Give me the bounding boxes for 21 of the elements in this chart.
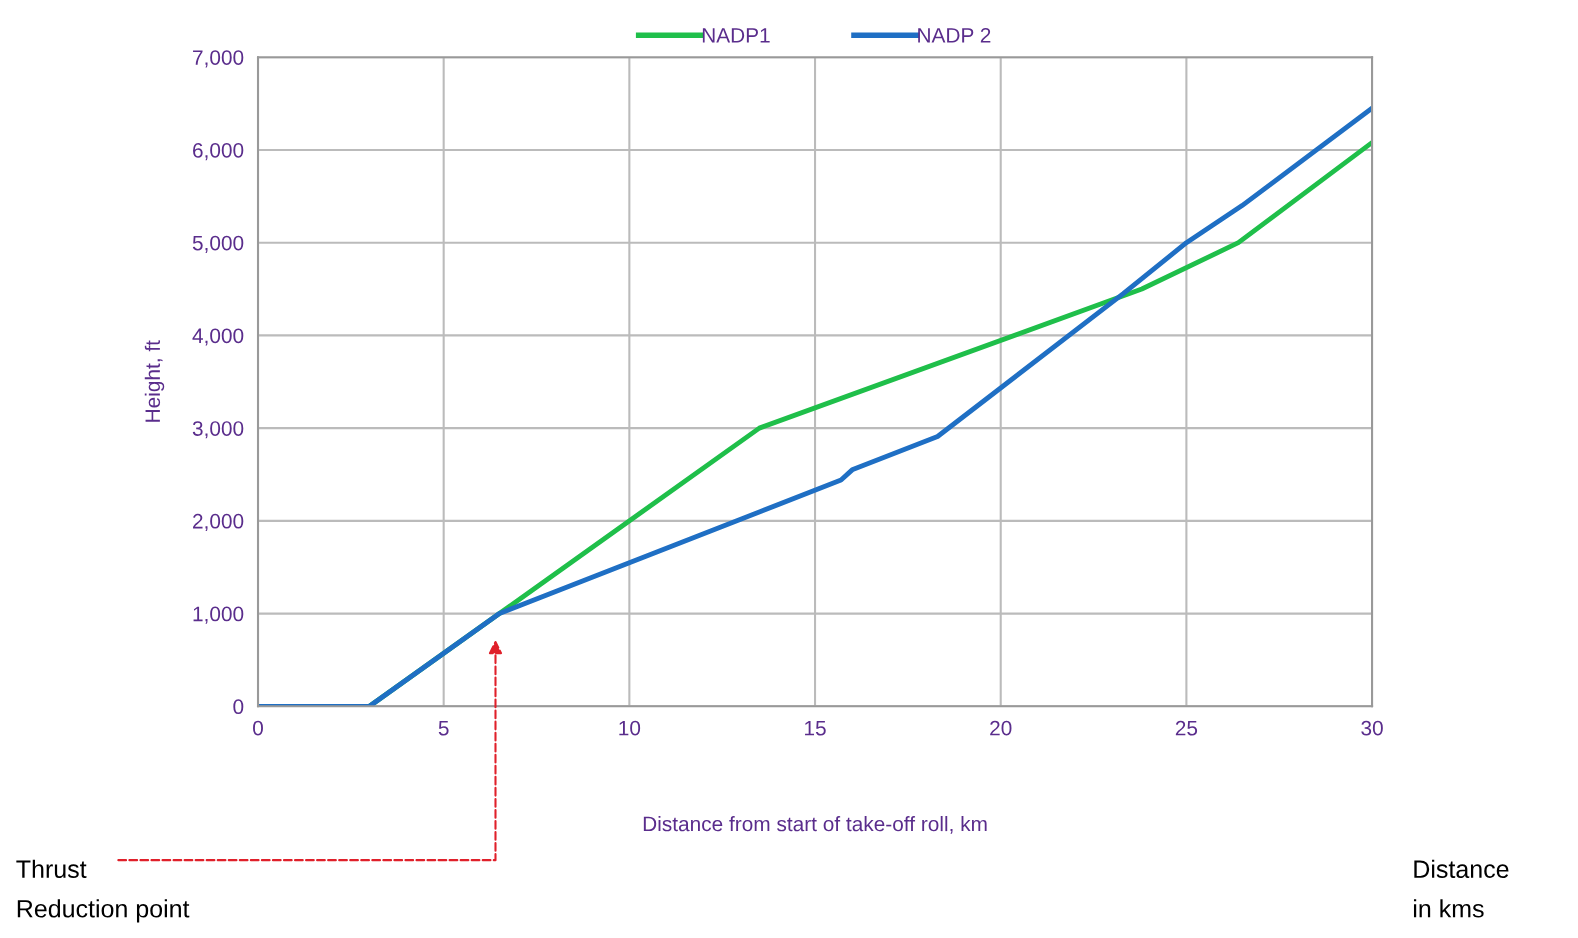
- x-tick-label: 30: [1361, 720, 1383, 736]
- y-axis-title: Height, ft: [144, 340, 165, 422]
- y-tick-label: 3,000: [192, 421, 244, 439]
- x-tick-label: 5: [438, 720, 449, 736]
- legend-label: NADP 2: [918, 27, 991, 43]
- y-tick-label: 6,000: [193, 142, 244, 161]
- text: Distance in kms: [1413, 859, 1509, 918]
- x-tick-label: 15: [805, 720, 826, 736]
- y-tick-label: 4,000: [192, 328, 244, 346]
- x-tick-label: 0: [253, 720, 263, 736]
- y-tick-label: 0: [233, 699, 244, 715]
- text: Thrust Reduction point: [16, 859, 190, 923]
- x-tick-label: 20: [990, 720, 1012, 736]
- x-tick-label: 25: [1175, 720, 1198, 736]
- legend-label: NADP1: [702, 28, 770, 43]
- y-tick-label: 1,000: [193, 606, 244, 624]
- y-tick-label: 5,000: [192, 235, 244, 253]
- x-axis-title: Distance from start of take-off roll, km: [643, 816, 987, 834]
- y-tick-label: 2,000: [193, 513, 244, 532]
- y-tick-label: 7,000: [193, 50, 244, 68]
- x-tick-label: 10: [619, 720, 641, 736]
